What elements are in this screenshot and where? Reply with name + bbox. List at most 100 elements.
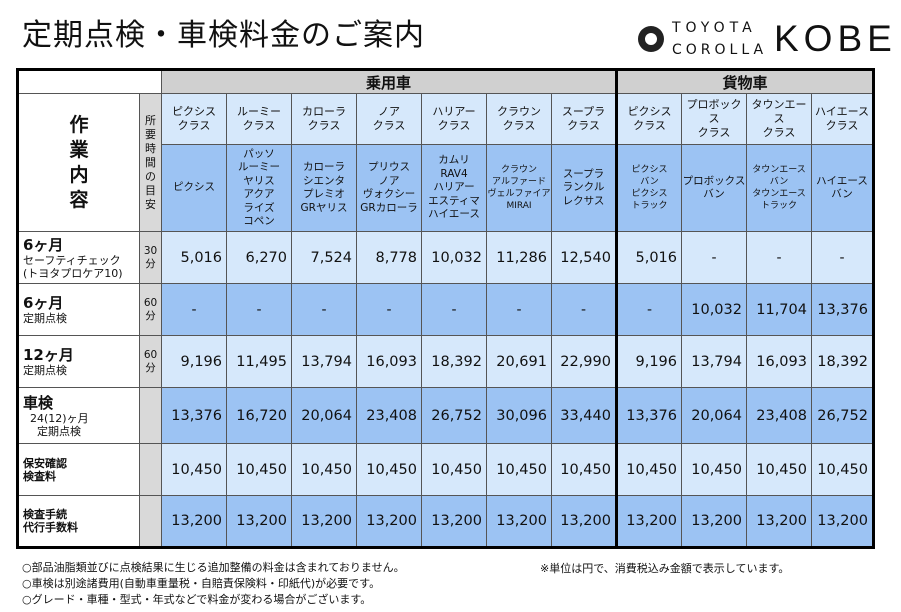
work-item: 6ヶ月 セーフティチェック (トヨタプロケア10)	[17, 231, 140, 284]
text-line: タウンエース	[751, 98, 807, 125]
text-line: 容	[69, 188, 89, 211]
note-line: ○車検は別途諸費用(自動車重量税・自賠責保険料・印紙代)が必要です。	[22, 577, 381, 590]
price-cell: 10,450	[356, 443, 422, 496]
work-sub: 24(12)ヶ月	[23, 411, 89, 425]
class-header: クラウン クラス	[486, 93, 552, 145]
text-line: ライズ	[243, 201, 275, 214]
price-cell: -	[746, 231, 812, 284]
text-line: カローラ	[303, 161, 345, 173]
text-line: クラス	[307, 119, 341, 132]
text-line: クラス	[762, 126, 796, 139]
text-line: ピクシス	[631, 165, 668, 175]
price-cell: 13,200	[486, 495, 552, 548]
toyota-mark-icon	[638, 26, 664, 52]
price-cell: 18,392	[421, 335, 487, 388]
class-header: ピクシス クラス	[161, 93, 227, 145]
price-cell: 13,200	[746, 495, 812, 548]
model-list: ピクシス バン ピクシス トラック	[615, 144, 682, 232]
text-line: 内	[69, 163, 89, 186]
text-line: クラス	[437, 119, 471, 132]
price-cell: 20,064	[681, 387, 747, 444]
text-line: ヴェルファイア	[487, 189, 551, 199]
time-estimate: 60 分	[139, 283, 162, 336]
text-line: クラス	[242, 119, 276, 132]
model-list: タウンエース バン タウンエース トラック	[746, 144, 812, 232]
logo-line3: KOBE	[774, 18, 897, 59]
text-line: ピクシス	[631, 189, 668, 199]
model-list: プリウス ノア ヴォクシー GRカローラ	[356, 144, 422, 232]
text-line: ハリアー	[433, 181, 475, 194]
text-line: プリウス	[368, 161, 410, 173]
text-line: 作	[69, 113, 89, 136]
class-header: タウンエース クラス	[746, 93, 812, 145]
text-line: タウンエース	[752, 189, 806, 199]
price-cell: 10,450	[486, 443, 552, 496]
work-title: 6ヶ月	[23, 294, 64, 312]
class-header: ルーミー クラス	[226, 93, 292, 145]
price-cell: -	[811, 231, 874, 284]
price-cell: 5,016	[161, 231, 227, 284]
price-cell: 13,200	[615, 495, 682, 548]
price-cell: 9,196	[161, 335, 227, 388]
price-cell: -	[161, 283, 227, 336]
text-line: 60	[143, 348, 158, 361]
work-item: 保安確認 検査料	[17, 443, 140, 496]
work-sub: (トヨタプロケア10)	[23, 266, 123, 280]
price-cell: 13,200	[356, 495, 422, 548]
text-line: レクサス	[562, 194, 605, 207]
model-list: ハイエース バン	[811, 144, 874, 232]
logo-line1: TOYOTA	[672, 20, 757, 36]
text-line: 分	[145, 361, 156, 374]
text-line: ノア	[378, 174, 400, 187]
price-cell: 7,524	[291, 231, 357, 284]
price-cell: 23,408	[746, 387, 812, 444]
text-line: バン	[703, 188, 725, 200]
text-line: プレミオ	[303, 188, 345, 200]
price-cell: 23,408	[356, 387, 422, 444]
price-cell: 10,450	[421, 443, 487, 496]
time-header: 所要時間の目安	[139, 93, 162, 232]
text-line: ピクシス	[172, 105, 216, 118]
note-unit: ※単位は円で、消費税込み金額で表示しています。	[540, 562, 790, 575]
text-line: MIRAI	[506, 201, 532, 211]
price-cell: -	[291, 283, 357, 336]
text-line: クラス	[825, 119, 859, 132]
text-line: バン	[769, 177, 789, 187]
text-line: ランクル	[562, 181, 605, 194]
work-item: 検査手続 代行手数料	[17, 495, 140, 548]
text-line: タウンエース	[752, 165, 806, 175]
group-cargo: 貨物車	[615, 69, 874, 94]
model-list: プロボックス バン	[681, 144, 747, 232]
work-sub: 保安確認	[23, 456, 67, 470]
price-cell: 26,752	[421, 387, 487, 444]
text-line: クラス	[567, 119, 600, 132]
work-sub: セーフティチェック	[23, 253, 121, 267]
price-cell: 10,032	[681, 283, 747, 336]
text-line: 業	[69, 138, 89, 161]
text-line: 時	[145, 141, 156, 155]
price-cell: 13,376	[811, 283, 874, 336]
text-line: ノア	[378, 105, 400, 118]
table-row: 車検 24(12)ヶ月 定期点検 13,376 16,720 20,064 23,408…	[17, 387, 874, 444]
price-table: 乗用車 貨物車 作業内容 所要時間の目安 ピクシス クラス ルーミー クラス カローラク…	[16, 68, 875, 549]
price-cell: 33,440	[551, 387, 617, 444]
note-line: ○グレード・車種・型式・年式などで料金が変わる場合がございます。	[22, 593, 372, 606]
model-list: ピクシス	[161, 144, 227, 232]
text-line: アルファード	[492, 177, 546, 187]
work-item: 6ヶ月 定期点検	[17, 283, 140, 336]
price-cell: 30,096	[486, 387, 552, 444]
price-cell: 8,778	[356, 231, 422, 284]
text-line: GRカローラ	[360, 201, 418, 214]
text-line: クラウン	[500, 165, 537, 175]
text-line: 60	[143, 296, 158, 309]
class-header: プロボックス クラス	[681, 93, 747, 145]
model-list: カムリ RAV4 ハリアー エスティマ ハイエース	[421, 144, 487, 232]
text-line: の	[145, 169, 156, 183]
price-cell: 18,392	[811, 335, 874, 388]
text-line: エスティマ	[428, 194, 480, 207]
price-cell: 10,450	[615, 443, 682, 496]
work-header: 作業内容	[17, 93, 140, 232]
time-estimate: 60 分	[139, 335, 162, 388]
text-line: アクア	[243, 188, 275, 200]
text-line: スープラ	[561, 105, 606, 118]
